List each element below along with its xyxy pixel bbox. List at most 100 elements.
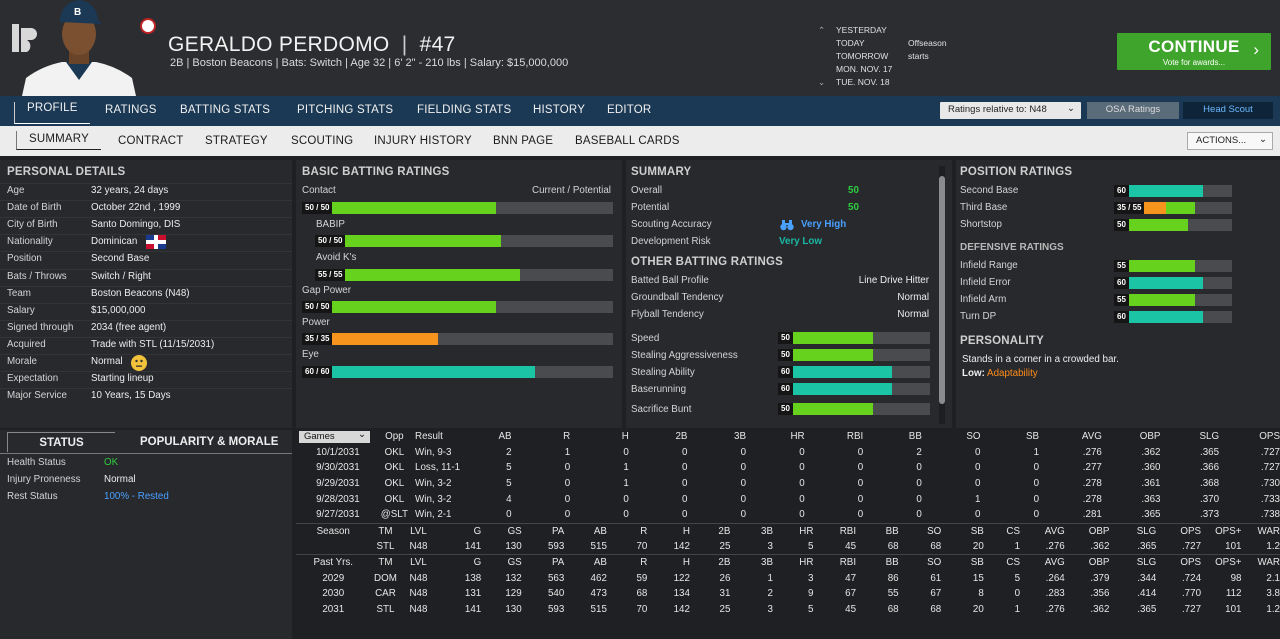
scrollbar-thumb[interactable] (939, 176, 945, 404)
tab-editor[interactable]: EDITOR (607, 104, 652, 116)
table-cell: GS (507, 526, 522, 538)
table-cell: 86 (887, 572, 899, 584)
subtab-strategy[interactable]: STRATEGY (205, 135, 268, 147)
table-cell: 67 (930, 588, 942, 600)
subtab-scouting[interactable]: SCOUTING (291, 135, 354, 147)
calendar-row: YESTERDAY (836, 25, 887, 35)
row-divider (0, 371, 292, 373)
subtab-contract[interactable]: CONTRACT (118, 135, 184, 147)
defense-label: Infield Arm (960, 294, 1007, 305)
tab-profile[interactable]: PROFILE (14, 102, 90, 124)
app-logo-icon (12, 24, 37, 52)
table-cell: RBI (839, 557, 857, 569)
table-cell: 0 (740, 493, 747, 505)
table-cell: 473 (590, 588, 607, 600)
table-cell: 0 (681, 478, 688, 490)
running-bar-track: 60 (778, 366, 930, 378)
batting-bar-value: 50 / 50 (315, 235, 346, 247)
table-cell: 101 (1225, 541, 1242, 553)
tab-fielding-stats[interactable]: FIELDING STATS (417, 104, 512, 116)
position-bar-value: 35 / 55 (1114, 202, 1145, 214)
other-rating-label: Flyball Tendency (631, 309, 704, 320)
table-cell: 25 (719, 541, 731, 553)
defense-bar-value: 60 (1114, 277, 1129, 289)
table-cell: 5 (808, 541, 814, 553)
status-label: Health Status (7, 457, 66, 468)
summary-scrollbar[interactable] (939, 166, 945, 424)
table-cell: Season (316, 526, 350, 538)
table-cell: 101 (1225, 603, 1242, 615)
table-cell: .276 (1045, 603, 1065, 615)
tab-ratings[interactable]: RATINGS (105, 104, 157, 116)
personal-details-panel: PERSONAL DETAILS Age 32 years, 24 days Dat… (0, 160, 292, 428)
detail-value: Second Base (91, 253, 150, 265)
tab-status[interactable]: STATUS (7, 432, 115, 452)
table-cell: 0 (623, 509, 629, 521)
table-cell: STL (376, 603, 395, 615)
detail-label: Age (7, 185, 25, 196)
position-bar-fill (1114, 219, 1188, 231)
head-scout-button[interactable]: Head Scout (1183, 102, 1273, 119)
table-cell: 0 (681, 493, 688, 505)
table-cell: 0 (681, 446, 688, 458)
table-cell: .727 (1260, 446, 1280, 458)
table-header-row: Opp Result AB R H 2B 3B HR RBI BB SO SB AVG OBP SLG OPS (296, 429, 1280, 445)
table-cell: 0 (857, 478, 864, 490)
table-cell: 0 (623, 446, 629, 458)
actions-dropdown[interactable]: ACTIONS... ⌄ (1187, 132, 1273, 150)
table-cell: 68 (636, 588, 648, 600)
table-cell: 0 (975, 462, 981, 474)
tab-history[interactable]: HISTORY (533, 104, 586, 116)
tab-popularity-morale[interactable]: POPULARITY & MORALE (140, 436, 279, 448)
table-cell: 0 (975, 509, 981, 521)
table-cell: AB (593, 557, 607, 569)
other-batting-title: OTHER BATTING RATINGS (631, 256, 783, 268)
defense-bar-track: 55 (1114, 260, 1232, 272)
table-row: 10/1/2031 OKL Win, 9-3 2 1 0 0 0 0 0 2 0 1 .276 .362 .3… (296, 445, 1280, 461)
calendar-up-icon[interactable]: ⌃ (818, 25, 826, 35)
games-select[interactable]: Games ⌄ (299, 429, 370, 443)
table-cell: 0 (1033, 493, 1040, 505)
table-cell: 1 (975, 493, 981, 505)
table-cell: .362 (1090, 541, 1110, 553)
osa-ratings-button[interactable]: OSA Ratings (1087, 102, 1179, 119)
table-row: 2031 STL N48 141 130 593 515 70 142 25 3 5 45 68 68 20 1… (296, 601, 1280, 617)
table-cell: 67 (845, 588, 857, 600)
other-rating-value: Normal (897, 292, 929, 303)
table-cell: 45 (845, 603, 857, 615)
table-cell: 0 (681, 509, 688, 521)
calendar-widget: ⌃ YESTERDAY TODAY TOMORROW MON. NOV. 17 ⌄… (818, 24, 947, 89)
table-cell: 1 (1033, 446, 1040, 458)
tab-batting-stats[interactable]: BATTING STATS (180, 104, 271, 116)
subtab-injury-history[interactable]: INJURY HISTORY (374, 135, 472, 147)
table-cell: G (473, 526, 482, 538)
table-cell: CS (1006, 557, 1021, 569)
table-cell: LVL (410, 526, 427, 538)
personal-details-title: PERSONAL DETAILS (7, 166, 126, 178)
subtab-baseball-cards[interactable]: BASEBALL CARDS (575, 135, 680, 147)
table-cell: 1 (767, 572, 773, 584)
recent-games-table: Opp Result AB R H 2B 3B HR RBI BB SO SB AVG OBP SLG OPS… (296, 429, 1280, 523)
detail-value: Trade with STL (11/15/2031) (91, 338, 215, 350)
table-cell: 26 (719, 572, 731, 584)
continue-button[interactable]: CONTINUE Vote for awards... › (1117, 33, 1271, 70)
batting-rating-label: Power (302, 317, 330, 328)
row-divider (0, 336, 292, 338)
detail-label: Salary (7, 304, 35, 316)
table-cell: OPS+ (1215, 557, 1242, 569)
ratings-relative-select[interactable]: Ratings relative to: N48 ⌄ (940, 102, 1081, 119)
table-cell: 0 (857, 462, 864, 474)
detail-value: Santo Domingo, DIS (91, 219, 181, 231)
table-cell: Win, 2-1 (415, 509, 452, 521)
table-cell: 0 (740, 478, 747, 490)
other-rating-label: Groundball Tendency (631, 292, 724, 303)
tab-pitching-stats[interactable]: PITCHING STATS (297, 104, 394, 116)
table-cell: .414 (1137, 588, 1157, 600)
table-cell: OKL (384, 446, 405, 458)
table-cell: 0 (916, 493, 922, 505)
table-cell: .362 (1090, 603, 1110, 615)
calendar-down-icon[interactable]: ⌄ (818, 77, 826, 87)
subtab-bnn-page[interactable]: BNN PAGE (493, 135, 554, 147)
subtab-summary[interactable]: SUMMARY (16, 131, 101, 150)
table-cell: 5 (506, 478, 512, 490)
